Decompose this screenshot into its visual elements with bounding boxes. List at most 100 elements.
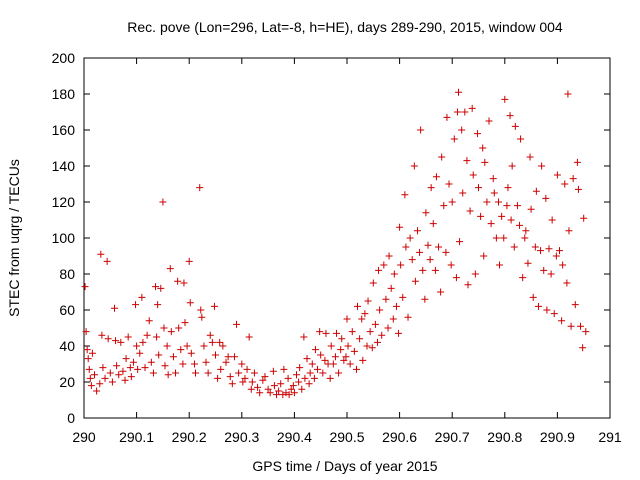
data-point bbox=[143, 331, 151, 339]
data-point bbox=[179, 360, 187, 368]
y-tick: 80 bbox=[59, 266, 610, 282]
data-point bbox=[111, 304, 119, 312]
data-point bbox=[466, 207, 474, 215]
data-point bbox=[127, 373, 135, 381]
data-point bbox=[531, 243, 539, 251]
data-point bbox=[395, 329, 403, 337]
data-point bbox=[490, 189, 498, 197]
data-point bbox=[552, 252, 560, 260]
data-point bbox=[293, 371, 301, 379]
data-point bbox=[511, 122, 519, 130]
data-point bbox=[408, 256, 416, 264]
data-point bbox=[197, 306, 205, 314]
x-tick-label: 290.3 bbox=[224, 429, 259, 445]
x-tick-label: 291 bbox=[598, 429, 622, 445]
data-point bbox=[577, 322, 585, 330]
data-point bbox=[469, 171, 477, 179]
data-point bbox=[245, 333, 253, 341]
data-point bbox=[82, 328, 90, 336]
data-point bbox=[141, 364, 149, 372]
data-point bbox=[500, 234, 508, 242]
x-tick-label: 290.2 bbox=[172, 429, 207, 445]
y-tick-label: 100 bbox=[52, 230, 76, 246]
data-point bbox=[164, 371, 172, 379]
data-point bbox=[443, 113, 451, 121]
data-point bbox=[364, 297, 372, 305]
data-point bbox=[290, 389, 298, 397]
data-point bbox=[138, 293, 146, 301]
data-point bbox=[280, 365, 288, 373]
data-point bbox=[85, 365, 93, 373]
data-point bbox=[545, 245, 553, 253]
data-point bbox=[87, 382, 95, 390]
y-tick-label: 80 bbox=[59, 266, 75, 282]
data-point bbox=[419, 266, 427, 274]
data-point bbox=[316, 328, 324, 336]
data-point bbox=[561, 180, 569, 188]
data-point bbox=[183, 342, 191, 350]
data-point bbox=[326, 374, 334, 382]
data-point bbox=[235, 369, 243, 377]
data-point bbox=[516, 221, 524, 229]
data-point bbox=[233, 320, 241, 328]
y-tick: 0 bbox=[67, 410, 610, 426]
data-point bbox=[382, 295, 390, 303]
x-tick: 290.5 bbox=[329, 58, 365, 445]
data-point bbox=[266, 389, 274, 397]
data-point bbox=[455, 88, 463, 96]
data-point bbox=[99, 364, 107, 372]
data-point bbox=[126, 364, 134, 372]
data-point bbox=[564, 90, 572, 98]
data-point bbox=[270, 382, 278, 390]
data-point bbox=[413, 227, 421, 235]
data-point bbox=[508, 162, 516, 170]
data-point bbox=[532, 187, 540, 195]
data-point bbox=[157, 284, 165, 292]
data-point bbox=[432, 173, 440, 181]
data-point bbox=[159, 198, 167, 206]
data-point bbox=[155, 351, 163, 359]
data-point bbox=[202, 358, 210, 366]
x-axis: 290 290.1 290.2 290.3 290.4 290.5 290.6 290.7 29… bbox=[72, 58, 622, 445]
y-tick: 40 bbox=[59, 338, 610, 354]
data-point bbox=[153, 333, 161, 341]
data-point bbox=[352, 365, 360, 373]
data-point bbox=[104, 335, 112, 343]
data-point bbox=[350, 347, 358, 355]
data-point bbox=[529, 293, 537, 301]
data-point bbox=[504, 184, 512, 192]
data-point bbox=[563, 279, 571, 287]
data-point bbox=[190, 360, 198, 368]
y-tick-label: 160 bbox=[52, 122, 76, 138]
data-point bbox=[424, 241, 432, 249]
data-point bbox=[210, 302, 218, 310]
data-point bbox=[212, 351, 219, 359]
data-point bbox=[368, 344, 376, 352]
data-point bbox=[322, 329, 330, 337]
data-point bbox=[161, 362, 169, 370]
x-tick-label: 290 bbox=[72, 429, 96, 445]
data-point bbox=[524, 259, 532, 267]
data-point bbox=[295, 378, 303, 386]
y-tick: 140 bbox=[52, 158, 610, 174]
x-tick-label: 290.8 bbox=[487, 429, 522, 445]
x-tick: 290.7 bbox=[435, 58, 470, 445]
data-point bbox=[145, 317, 153, 325]
data-point bbox=[139, 338, 147, 346]
data-point bbox=[464, 281, 472, 289]
data-point bbox=[343, 315, 351, 323]
data-point bbox=[132, 301, 140, 309]
data-point bbox=[410, 162, 418, 170]
x-tick-label: 290.5 bbox=[329, 429, 364, 445]
data-point bbox=[83, 346, 91, 354]
data-point bbox=[340, 356, 348, 364]
data-point bbox=[473, 130, 481, 138]
data-point bbox=[154, 301, 162, 309]
data-point bbox=[241, 374, 249, 382]
data-point bbox=[282, 389, 290, 397]
data-points bbox=[81, 88, 590, 399]
data-point bbox=[93, 387, 101, 395]
data-point bbox=[300, 333, 308, 341]
data-point bbox=[548, 216, 556, 224]
data-point bbox=[96, 380, 104, 388]
